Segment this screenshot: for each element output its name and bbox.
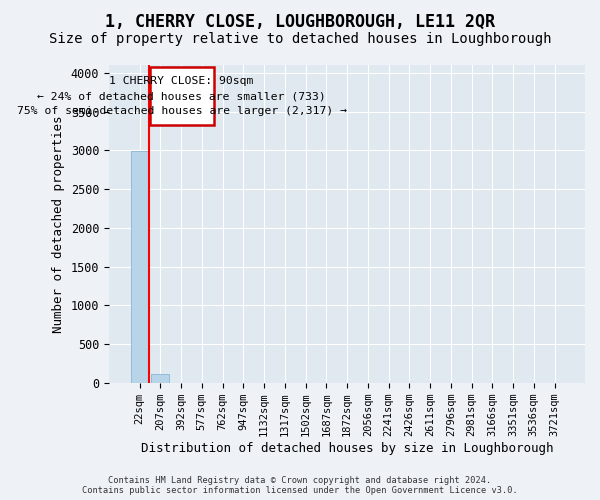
X-axis label: Distribution of detached houses by size in Loughborough: Distribution of detached houses by size …: [141, 442, 553, 455]
Text: Size of property relative to detached houses in Loughborough: Size of property relative to detached ho…: [49, 32, 551, 46]
Y-axis label: Number of detached properties: Number of detached properties: [52, 115, 65, 332]
Text: 1 CHERRY CLOSE: 90sqm
← 24% of detached houses are smaller (733)
75% of semi-det: 1 CHERRY CLOSE: 90sqm ← 24% of detached …: [17, 76, 347, 116]
Bar: [131, 151, 148, 383]
Bar: [151, 374, 169, 383]
Text: Contains HM Land Registry data © Crown copyright and database right 2024.
Contai: Contains HM Land Registry data © Crown c…: [82, 476, 518, 495]
Text: 1, CHERRY CLOSE, LOUGHBOROUGH, LE11 2QR: 1, CHERRY CLOSE, LOUGHBOROUGH, LE11 2QR: [105, 12, 495, 30]
FancyBboxPatch shape: [149, 68, 214, 124]
